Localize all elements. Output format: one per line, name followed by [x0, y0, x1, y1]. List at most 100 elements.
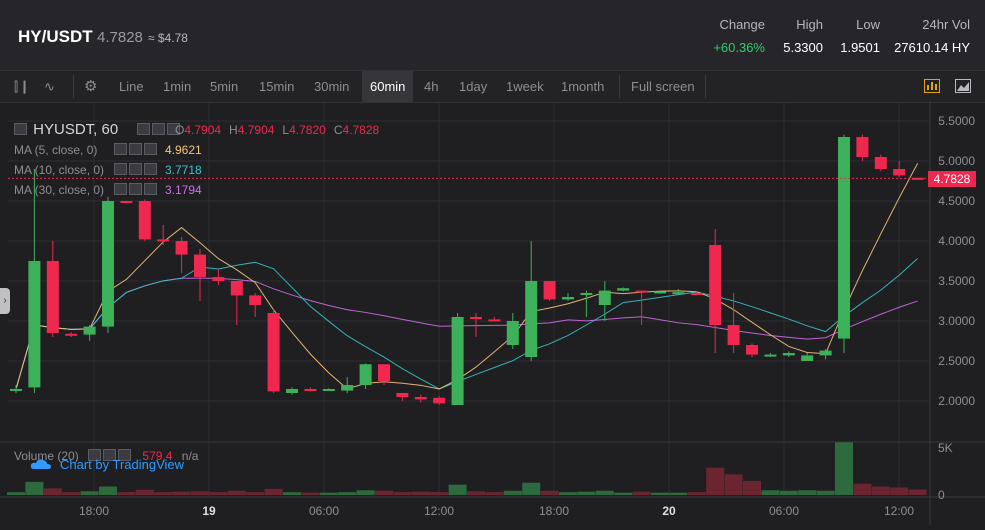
watermark-text: Chart by TradingView [60, 457, 185, 472]
candle-body [212, 277, 225, 281]
candle-body [83, 326, 96, 335]
eye-icon[interactable] [137, 123, 150, 135]
ticker-header: HY/USDT 4.7828 ≈ $4.78 Change +60.36% High… [0, 0, 985, 70]
close-icon[interactable] [118, 449, 132, 461]
volume-bar [393, 492, 412, 495]
volume-bar [724, 474, 743, 495]
candle [65, 332, 78, 337]
volume-bar [614, 492, 633, 495]
time-tick-label: 18:00 [539, 504, 569, 518]
toolbar-item-1day[interactable]: 1day [459, 79, 488, 94]
candle [83, 325, 96, 341]
volume-bar [779, 490, 798, 495]
candle-body [819, 350, 832, 356]
toolbar-item-15min[interactable]: 15min [259, 79, 295, 94]
candle-body [893, 169, 906, 176]
eye-icon[interactable] [114, 163, 127, 175]
volume-bar [62, 492, 81, 495]
toolbar-item-5min[interactable]: 5min [210, 79, 239, 94]
ma-10-line [15, 258, 918, 390]
close-icon[interactable] [144, 143, 157, 155]
stat-2: Low 1.9501 [840, 17, 880, 55]
line-style-icon[interactable]: ∿ [44, 79, 55, 94]
indicators-icon[interactable] [924, 79, 940, 93]
volume-bar [227, 490, 246, 495]
volume-bar [301, 492, 320, 495]
candle-body [672, 292, 685, 295]
legend-ohlc: O4.7904 H4.7904 L4.7820 C4.7828 [175, 123, 387, 137]
eye-icon[interactable] [114, 143, 127, 155]
candle [580, 290, 593, 317]
expand-handle[interactable]: › [0, 288, 10, 314]
volume-bar [669, 492, 688, 495]
settings-icon[interactable] [103, 449, 117, 461]
toolbar-item-30min[interactable]: 30min [314, 79, 350, 94]
toolbar-item-60min[interactable]: 60min [362, 71, 414, 102]
close-icon[interactable] [144, 163, 157, 175]
toolbar-item-1month[interactable]: 1month [561, 79, 605, 94]
candle [690, 291, 703, 296]
collapse-icon[interactable] [14, 123, 27, 135]
candle [727, 293, 740, 353]
volume-legend: Volume (20) 579.4 n/a [14, 449, 198, 463]
eye-icon[interactable] [114, 183, 127, 195]
candle-body [470, 317, 482, 319]
legend-symbol: HYUSDT, 60 [14, 121, 118, 138]
price-chart[interactable]: 5.5000 5.0000 4.5000 4.0000 3.5000 3.0000 2.50… [0, 101, 985, 530]
toolbar-item-line[interactable]: Line [119, 79, 144, 94]
volume-bar [632, 491, 651, 495]
candle [249, 293, 262, 317]
toolbar-item-4h[interactable]: 4h [424, 79, 439, 94]
candle [433, 396, 446, 405]
price-tick-label: 5.0000 [938, 154, 975, 168]
candle-body [709, 245, 722, 325]
candle-body [782, 353, 795, 356]
time-tick-label: 06:00 [309, 504, 339, 518]
candle-body [543, 281, 556, 300]
candle [378, 364, 390, 385]
volume-tick-label: 0 [938, 488, 945, 502]
candle [341, 377, 354, 393]
volume-bar [798, 490, 817, 495]
volume-bar [540, 490, 559, 495]
volume-label: Volume (20) [14, 449, 79, 463]
settings-icon[interactable] [152, 123, 165, 135]
volume-bar [651, 492, 669, 495]
candle [874, 154, 887, 172]
time-tick-label: 12:00 [884, 504, 914, 518]
settings-icon[interactable] [129, 183, 142, 195]
close-icon[interactable] [167, 123, 180, 135]
candle [304, 387, 317, 392]
candle-body [635, 290, 648, 293]
eye-icon[interactable] [88, 449, 102, 461]
price-tick-label: 4.5000 [938, 194, 975, 208]
close-icon[interactable] [144, 183, 157, 195]
usd-price: ≈ $4.78 [148, 31, 188, 45]
gear-icon[interactable]: ⚙ [84, 78, 98, 95]
ma-legend-1: MA (10, close, 0) 3.7718 [14, 163, 202, 177]
volume-bar [871, 486, 890, 495]
candles-icon[interactable]: ⫿┃ [14, 79, 32, 94]
stat-0: Change +60.36% [713, 17, 765, 55]
pair-name: HY/USDT [18, 27, 93, 46]
ma-label: MA (10, close, 0) [14, 163, 105, 177]
candlestick-chart[interactable]: 5.5000 5.0000 4.5000 4.0000 3.5000 3.0000 2.50… [0, 101, 985, 525]
candle [359, 363, 372, 389]
stat-value: 1.9501 [840, 40, 880, 55]
settings-icon[interactable] [129, 163, 142, 175]
toolbar-item-1min[interactable]: 1min [163, 79, 192, 94]
volume-bar [319, 492, 338, 495]
candle [782, 351, 795, 357]
toolbar-item-full-screen[interactable]: Full screen [631, 79, 695, 94]
candle-body [525, 281, 538, 357]
candle-body [304, 389, 317, 391]
volume-bar [338, 492, 357, 495]
ma-label: MA (5, close, 0) [14, 143, 98, 157]
stat-label: Low [856, 17, 880, 32]
candle [562, 293, 574, 301]
settings-icon[interactable] [129, 143, 142, 155]
tradingview-watermark[interactable]: Chart by TradingView [30, 457, 184, 472]
toolbar-item-1week[interactable]: 1week [506, 79, 544, 94]
volume-bar [191, 491, 209, 495]
area-chart-icon[interactable] [955, 79, 971, 93]
